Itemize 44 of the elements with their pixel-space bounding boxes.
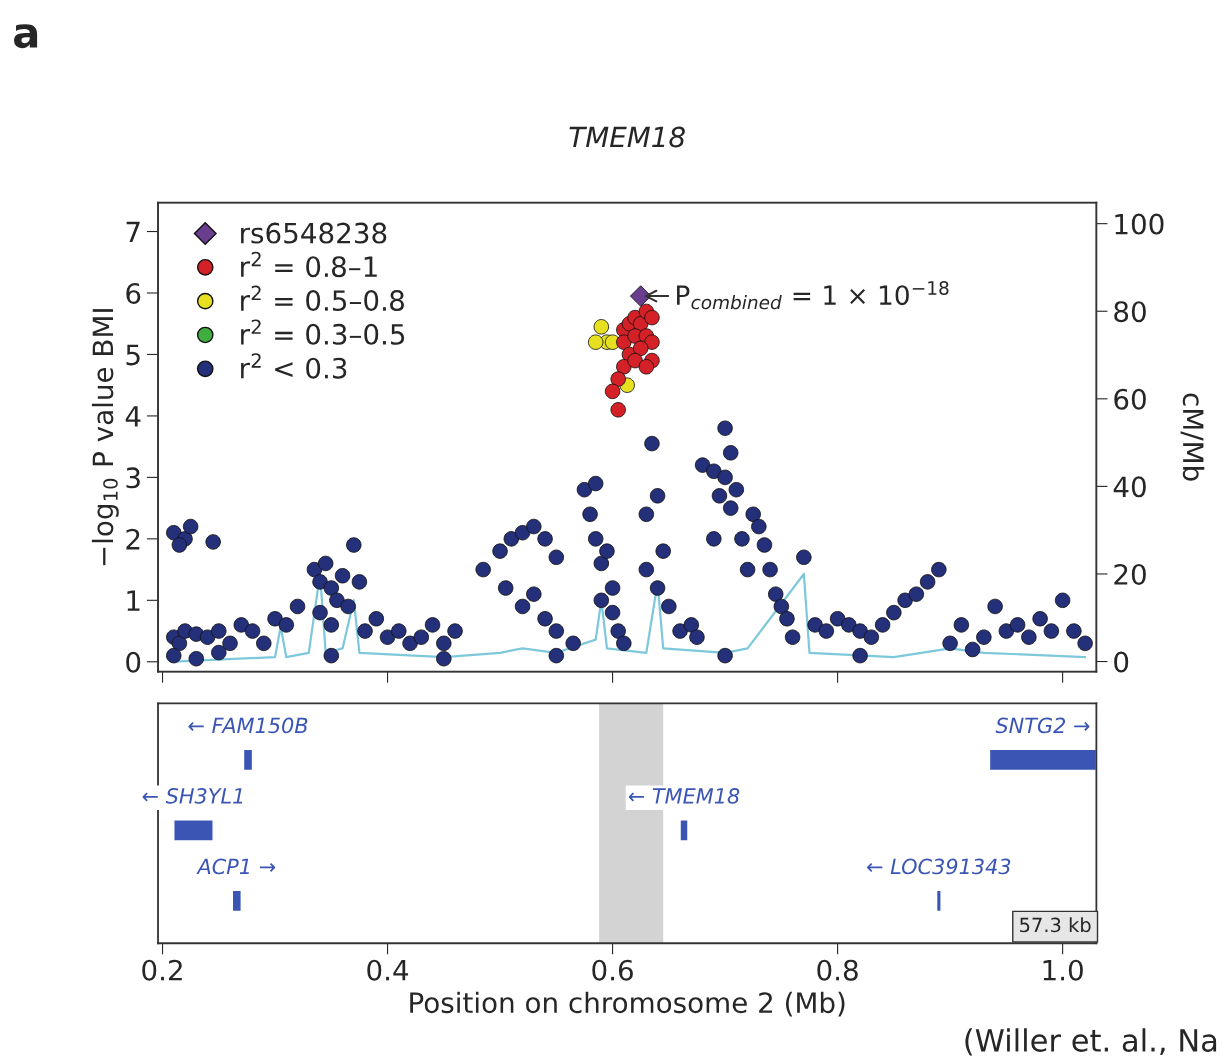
x-tick-label: 0.2 [142,959,182,981]
legend-label: r$^{2}$ = 0.8–1 [241,251,377,278]
y-tick-label: 3 [126,467,140,489]
x-tick-label: 1.0 [1043,959,1083,981]
text: (Willer et. al., Na [965,1028,1217,1056]
y2-axis-title: cM/Mb [1180,393,1205,481]
annotation: ← LOC391343 [867,858,1011,875]
x-tick-label: 0.6 [592,959,633,981]
annotation: ← FAM150B [188,717,308,734]
annotation: ← SH3YL1 [142,788,243,804]
y-tick-label: 0 [126,651,141,673]
chart-title: TMEM18 [569,126,685,148]
bar [988,748,1097,772]
y-tick-label: 5 [126,344,140,366]
y2-tick-label: 60 [1114,388,1146,410]
bar [242,748,254,772]
bar [935,889,942,913]
y2-tick-label: 20 [1114,563,1146,585]
y-axis-title: −log$_{10}$ P value BMI [91,309,119,566]
bar [231,889,242,913]
legend-label: rs6548238 [241,222,387,244]
annotation: ACP1 → [196,858,276,875]
x-axis-title: Position on chromosome 2 (Mb) [410,991,845,1017]
y-tick-label: 1 [127,590,140,611]
bar [173,819,214,842]
legend-label: r$^{2}$ = 0.5–0.8 [241,285,404,312]
y2-tick-label: 100 [1115,213,1164,235]
y2-tick-label: 40 [1113,476,1146,498]
text: a [14,24,38,49]
y-tick-label: 7 [126,221,140,243]
legend-label: r$^{2}$ < 0.3 [241,353,347,379]
y-tick-label: 4 [125,406,141,427]
bar [679,819,689,842]
x-tick-label: 0.4 [367,959,409,981]
annotation: 57.3 kb [1020,917,1091,933]
x-tick-label: 0.8 [817,959,858,981]
y-tick-label: 2 [126,528,140,550]
annotation: P$_{combined}$ = 1 × 10$^{−18}$ [677,280,949,310]
legend-label: r$^{2}$ = 0.3–0.5 [241,319,405,345]
annotation: ← TMEM18 [628,788,740,804]
y-tick-label: 6 [126,282,141,304]
annotation: SNTG2 → [995,717,1090,734]
y2-tick-label: 0 [1114,651,1129,673]
y2-tick-label: 80 [1114,301,1146,323]
